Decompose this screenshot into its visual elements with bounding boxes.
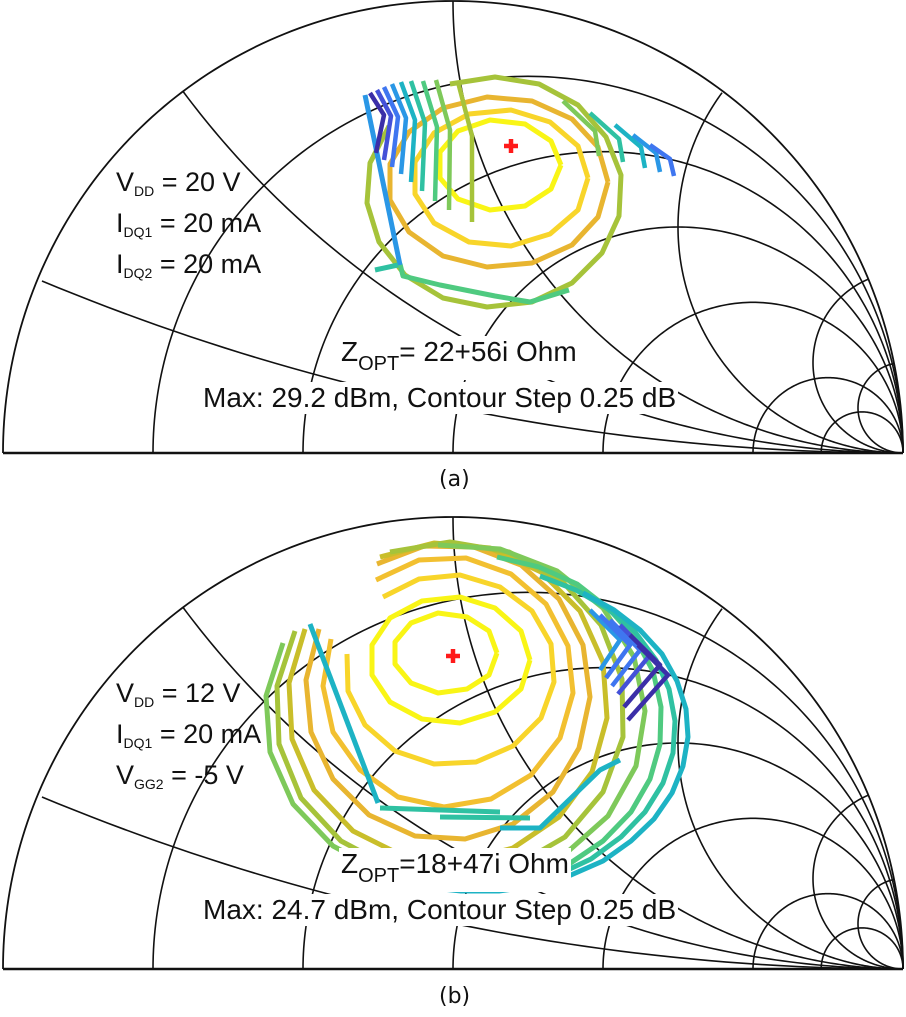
- max-annotation-b: Max: 24.7 dBm, Contour Step 0.25 dB: [201, 894, 679, 926]
- caption-b: (b): [439, 984, 471, 1009]
- zopt-annotation-a: ZOPT= 22+56i Ohm: [339, 336, 579, 380]
- caption-a: (a): [439, 467, 470, 492]
- bias-line: IDQ1 = 20 mA: [116, 208, 262, 240]
- bias-annotation-b: VDD = 12 V IDQ1 = 20 mA VGG2 = -5 V: [116, 677, 261, 800]
- bias-line: VGG2 = -5 V: [116, 760, 244, 792]
- bias-line: IDQ2 = 20 mA: [116, 249, 262, 281]
- contours-a: [362, 74, 677, 310]
- bias-line: IDQ1 = 20 mA: [116, 719, 262, 751]
- bias-annotation-a: VDD = 20 V IDQ1 = 20 mA IDQ2 = 20 mA: [116, 166, 261, 289]
- smith-grid-a: [2, 0, 904, 455]
- contours-b: [263, 539, 691, 894]
- max-annotation-a: Max: 29.2 dBm, Contour Step 0.25 dB: [201, 382, 679, 414]
- bias-line: VDD = 20 V: [116, 167, 241, 199]
- bias-line: VDD = 12 V: [116, 678, 241, 710]
- zopt-annotation-b: ZOPT=18+47i Ohm: [339, 848, 571, 892]
